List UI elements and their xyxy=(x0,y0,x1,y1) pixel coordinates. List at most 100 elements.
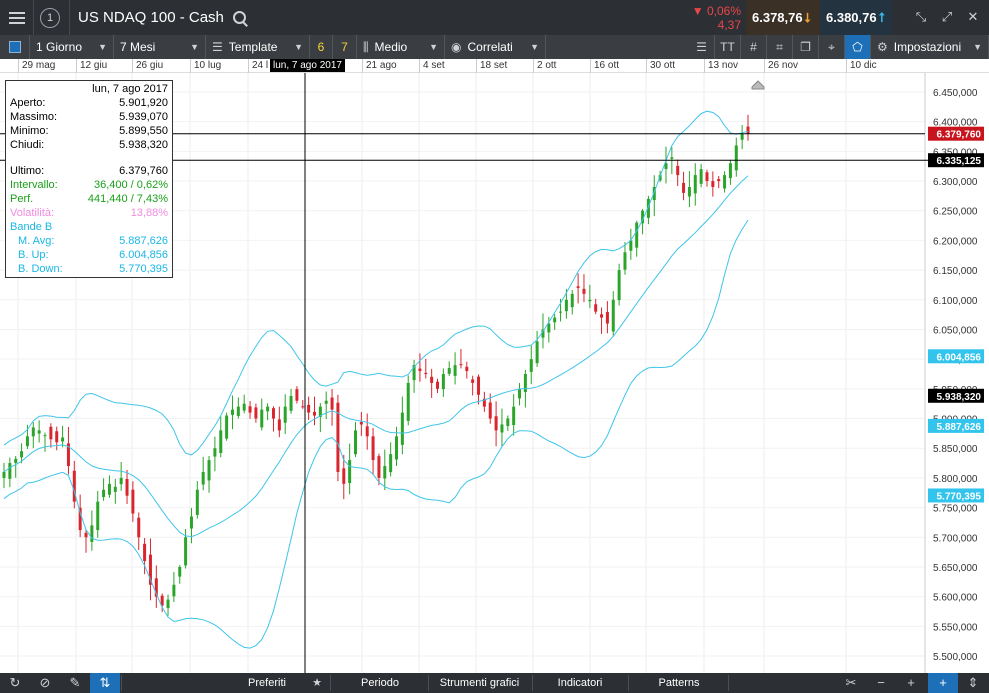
hamburger-menu-icon[interactable] xyxy=(0,0,34,35)
crosshair-grid-icon[interactable]: ⌗ xyxy=(767,35,793,59)
candle-up xyxy=(242,403,246,411)
crosshair-price-tag-bg xyxy=(928,153,984,168)
search-icon[interactable] xyxy=(232,10,248,26)
star-icon[interactable]: ★ xyxy=(312,677,322,689)
template-dropdown[interactable]: ☰ Template ▼ xyxy=(206,35,310,59)
drawing-tools-button[interactable]: Strumenti grafici xyxy=(439,677,520,689)
candle-down xyxy=(418,368,422,372)
quick-template-a[interactable]: 6 xyxy=(310,35,333,59)
candle-up xyxy=(225,415,229,439)
candle-down xyxy=(711,181,715,187)
candle-down xyxy=(154,578,158,597)
perf-value: 441,440 / 7,43% xyxy=(87,193,168,205)
low-value: 5.899,550 xyxy=(119,125,168,137)
candle-up xyxy=(588,299,592,302)
grid-icon[interactable]: # xyxy=(741,35,767,59)
candle-up xyxy=(658,175,662,181)
sidebar-toggle[interactable] xyxy=(0,35,30,59)
price-tick-label: 5.600,000 xyxy=(933,593,978,604)
interval-dropdown[interactable]: 1 Giorno ▼ xyxy=(30,35,114,59)
candle-up xyxy=(623,252,627,270)
open-value: 5.901,920 xyxy=(119,97,168,109)
close-price-tag: 5.938,320 xyxy=(937,392,982,403)
quick-template-b[interactable]: 7 xyxy=(333,35,357,59)
text-tool-icon[interactable]: TT xyxy=(715,35,741,59)
candle-up xyxy=(541,329,545,338)
price-change: ▼ 0,06% 4,37 xyxy=(683,0,745,35)
chart-toolbar: 1 Giorno ▼ 7 Mesi ▼ ☰ Template ▼ 6 7 ⫼ Medio ▼… xyxy=(0,35,989,59)
settings-dropdown[interactable]: ⚙ Impostazioni ▼ xyxy=(871,35,989,59)
indicators-button[interactable]: Indicatori xyxy=(557,677,603,689)
date-axis-label: 4 set xyxy=(423,60,445,71)
related-dropdown[interactable]: ◉ Correlati ▼ xyxy=(445,35,546,59)
last-price-tag-bg xyxy=(928,126,984,141)
refresh-icon[interactable]: ↻ xyxy=(9,675,21,690)
candle-up xyxy=(189,516,193,529)
candle-down xyxy=(330,397,334,410)
chart-style-dropdown[interactable]: ⫼ Medio ▼ xyxy=(357,35,445,59)
candle-up xyxy=(178,566,182,577)
range-dropdown[interactable]: 7 Mesi ▼ xyxy=(114,35,206,59)
candle-up xyxy=(389,454,393,473)
expand-icon[interactable]: ⤢ xyxy=(941,9,953,24)
buy-price-button[interactable]: 6.380,76 ⭡ xyxy=(820,0,892,35)
candle-down xyxy=(576,286,580,288)
crosshair-icon[interactable]: ⌖ xyxy=(819,35,845,59)
candle-down xyxy=(301,406,305,408)
candle-up xyxy=(617,270,621,301)
candle-up xyxy=(166,599,170,609)
zoom-out-icon[interactable]: − xyxy=(877,675,885,690)
candle-down xyxy=(84,532,88,538)
vertical-scale-icon[interactable]: ⇕ xyxy=(967,675,979,690)
candle-up xyxy=(96,501,100,531)
move-arrows-icon[interactable]: ⇅ xyxy=(90,673,120,693)
instrument-number-badge[interactable]: 1 xyxy=(40,7,60,28)
price-tick-label: 6.150,000 xyxy=(933,266,978,277)
candle-up xyxy=(723,175,727,189)
candle-down xyxy=(471,379,475,383)
bottom-bar: ↻ ⊘ ✎ ⇅ Preferiti ★ Periodo Strumenti gr… xyxy=(0,673,989,693)
crosshair-toggle-icon[interactable]: + xyxy=(928,673,958,693)
tag-icon[interactable]: ⬠ xyxy=(845,35,871,59)
candle-down xyxy=(148,554,152,585)
favorites-button[interactable]: Preferiti xyxy=(248,677,286,689)
last-price-tag: 6.379,760 xyxy=(937,130,982,141)
date-axis-label: 24 l xyxy=(252,60,269,71)
price-chart[interactable]: 6.450,000 6.400,000 6.350,000 6.300,000 6.25… xyxy=(0,73,989,673)
zoom-in-icon[interactable]: + xyxy=(907,675,915,690)
pencil-icon[interactable]: ✎ xyxy=(69,675,81,690)
candle-up xyxy=(635,222,639,248)
candle-up xyxy=(107,483,111,495)
gear-icon: ⚙ xyxy=(877,40,888,54)
price-tick-label: 5.500,000 xyxy=(933,652,978,663)
high-value: 5.939,070 xyxy=(119,111,168,123)
candle-up xyxy=(547,323,551,333)
chevron-down-icon: ▼ xyxy=(429,42,438,52)
no-entry-icon[interactable]: ⊘ xyxy=(39,675,51,690)
sell-arrow-icon: ⭣ xyxy=(804,9,811,25)
candle-up xyxy=(119,477,123,485)
candle-down xyxy=(72,470,76,502)
mavg-value: 5.887,626 xyxy=(119,235,168,247)
period-button[interactable]: Periodo xyxy=(361,677,399,689)
instrument-title[interactable]: US NDAQ 100 - Cash xyxy=(78,9,224,26)
candle-up xyxy=(652,186,656,201)
candle-up xyxy=(559,311,563,313)
scissors-icon[interactable]: ✂ xyxy=(845,675,857,690)
close-icon[interactable]: ✕ xyxy=(967,9,979,24)
candle-up xyxy=(383,466,387,479)
copy-icon[interactable]: ❐ xyxy=(793,35,819,59)
patterns-button[interactable]: Patterns xyxy=(658,677,700,689)
sell-price: 6.378,76 xyxy=(752,10,803,25)
candle-up xyxy=(61,437,65,442)
chevron-down-icon: ▼ xyxy=(530,42,539,52)
date-axis-label: 16 ott xyxy=(594,60,620,71)
shrink-icon[interactable]: ⤡ xyxy=(915,9,927,24)
candle-down xyxy=(254,407,258,419)
price-tick-label: 6.100,000 xyxy=(933,296,978,307)
list-icon[interactable]: ☰ xyxy=(689,35,715,59)
candle-up xyxy=(184,537,188,566)
sell-price-button[interactable]: 6.378,76 ⭣ xyxy=(746,0,820,35)
bollinger-middle-tag: 5.887,626 xyxy=(937,422,982,433)
sidebar-icon xyxy=(8,41,21,53)
